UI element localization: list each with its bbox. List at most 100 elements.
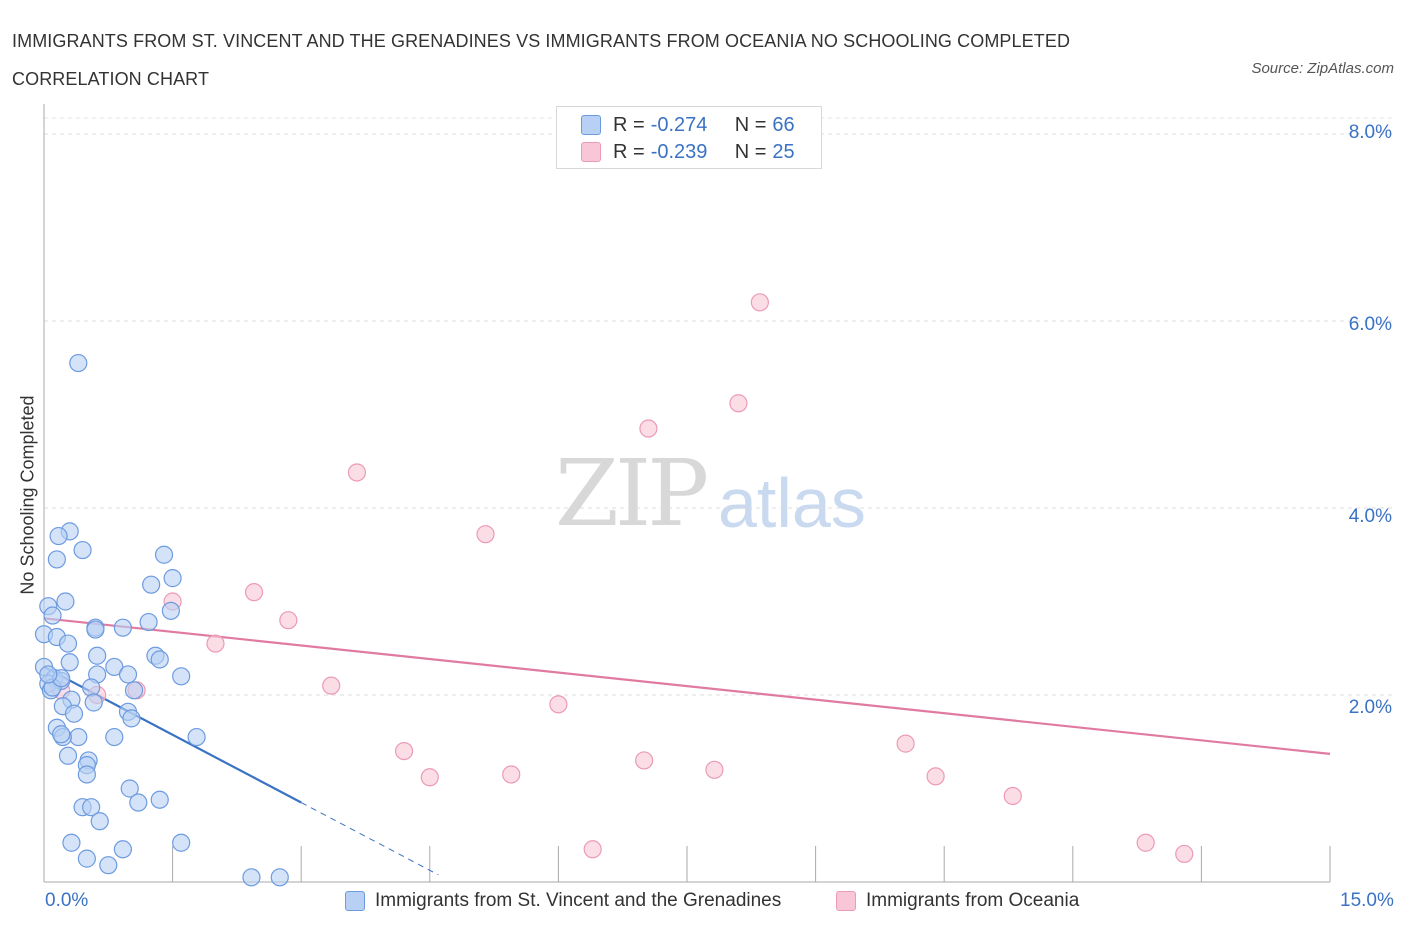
legend-item-oceania[interactable]: Immigrants from Oceania [836,890,1079,912]
st-vincent-point [113,840,132,859]
chart-title: IMMIGRANTS FROM ST. VINCENT AND THE GREN… [12,31,1071,89]
x-tick-0: 0.0% [45,890,89,911]
st-vincent-point [62,833,81,852]
source-label: Source: ZipAtlas.com [1251,60,1394,77]
y-tick-8: 8.0% [1348,122,1392,143]
st-vincent-point [39,665,58,684]
trend-lines [43,617,1331,876]
oceania-point [926,767,945,786]
st-vincent-point [187,727,206,747]
oceania-point [322,676,341,695]
oceania-points [52,293,1194,864]
st-vincent-point [84,693,103,712]
oceania-point [705,760,724,779]
legend-label: Immigrants from Oceania [866,890,1080,911]
oceania-point [729,394,748,413]
st-vincent-point [73,540,92,560]
oceania-point [549,695,568,714]
st-vincent-point [161,601,180,620]
legend-item-st-vincent[interactable]: Immigrants from St. Vincent and the Gren… [345,890,781,912]
oceania-point [347,463,367,482]
blue-swatch-icon [581,115,601,135]
oceania-point [476,525,495,544]
oceania-point [639,419,658,438]
st-vincent-point [64,704,84,723]
oceania-point [244,583,264,602]
st-vincent-point [69,727,88,747]
st-vincent-point [242,868,261,887]
st-vincent-points [34,353,289,887]
oceania-point [394,741,414,761]
st-vincent-point [172,667,191,686]
pink-swatch-icon [836,891,856,911]
pink-swatch-icon [581,142,601,162]
st-vincent-point [86,620,105,639]
y-axis-label: No Schooling Completed [17,395,38,595]
st-vincent-point [56,592,75,611]
st-vincent-point [113,618,132,637]
st-vincent-point [118,665,138,684]
n-value: 25 [772,140,795,163]
oceania-point [1175,844,1194,864]
st-vincent-point [58,746,78,765]
grid-lines [44,117,1392,696]
st-vincent-point [58,634,78,653]
n-label: N = [734,113,767,136]
legend-row-st-vincent: R = -0.274 N = 66 [581,113,795,137]
oceania-point [896,734,915,753]
st-vincent-point [124,681,144,700]
st-vincent-point [82,678,101,697]
legend-label: Immigrants from St. Vincent and the Gren… [375,890,782,911]
st-vincent-point [120,779,139,798]
correlation-legend: R = -0.274 N = 66 R = -0.239 N = 25 [556,106,822,169]
st-vincent-point [172,833,191,852]
st-vincent-point [77,765,96,784]
st-vincent-point [154,545,174,564]
r-value: -0.274 [650,113,708,136]
oceania-point [420,768,439,787]
y-tick-2: 2.0% [1348,697,1392,718]
st-vincent-point [163,569,182,588]
series-legend: Immigrants from St. Vincent and the Gren… [0,890,1406,916]
r-label: R = [613,113,645,136]
st-vincent-point [52,725,71,744]
watermark-zip: ZIP [555,440,709,547]
oceania-point [502,765,521,784]
y-tick-6: 6.0% [1348,314,1392,335]
st-vincent-point [43,606,62,625]
st-vincent-point [139,612,158,632]
watermark-atlas: atlas [718,464,866,542]
st-vincent-point [47,550,66,569]
st-vincent-point [122,709,141,728]
n-label: N = [734,140,767,163]
oceania-point [1003,786,1022,806]
st-vincent-point [105,657,124,677]
st-vincent-trend-extension [300,802,439,876]
oceania-point [279,611,298,630]
st-vincent-point [88,646,107,665]
st-vincent-point [150,790,169,809]
legend-row-oceania: R = -0.239 N = 25 [581,140,795,164]
r-label: R = [613,140,645,163]
oceania-trend-line [43,617,1331,755]
st-vincent-point [82,798,101,817]
st-vincent-point [105,727,124,747]
st-vincent-point [142,575,161,594]
st-vincent-point [77,849,96,868]
r-value: -0.239 [650,140,708,163]
oceania-point [635,751,654,770]
oceania-point [583,840,602,859]
st-vincent-point [49,526,68,546]
st-vincent-point [69,353,88,373]
n-value: 66 [772,113,795,136]
oceania-point [1136,833,1155,852]
axes [43,104,1331,883]
oceania-point [206,634,225,653]
st-vincent-point [99,856,118,875]
x-tick-15: 15.0% [1340,890,1394,911]
st-vincent-point [90,812,109,831]
st-vincent-point [129,793,148,812]
y-tick-4: 4.0% [1348,506,1392,527]
st-vincent-point [270,868,289,887]
